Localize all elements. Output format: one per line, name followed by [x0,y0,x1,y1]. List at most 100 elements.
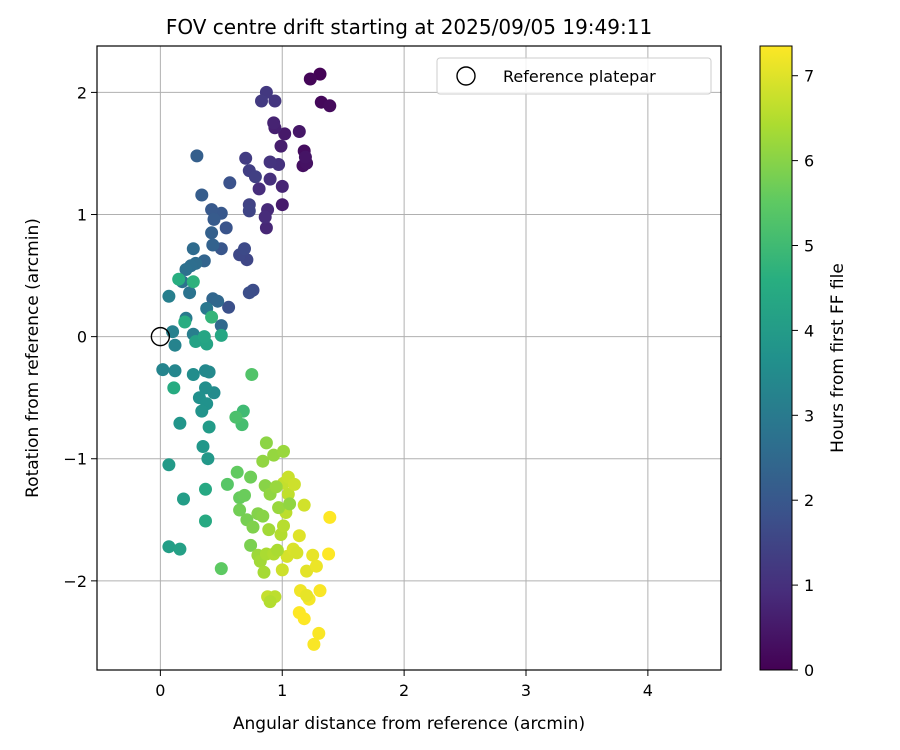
data-point [219,221,233,235]
x-axis-ticks: 0 1 2 3 4 [155,670,653,700]
y-axis-ticks: −2 −1 0 1 2 [63,83,97,591]
data-point [246,520,260,534]
data-point [277,519,290,533]
data-point [269,480,283,494]
data-point [245,368,259,381]
y-tick-label: 0 [77,328,87,347]
data-point [168,338,182,352]
data-point [248,170,262,184]
data-point [267,448,281,462]
data-point [306,548,320,562]
legend-entry-label: Reference platepar [503,67,656,86]
data-point [275,179,289,193]
colorbar-ticks: 0 1 2 3 4 5 6 7 [792,67,814,680]
data-point [268,94,282,108]
x-tick-label: 4 [643,681,653,700]
y-tick-label: −2 [63,572,87,591]
data-point [303,72,317,86]
data-point [162,289,176,303]
data-point [195,188,209,202]
data-point [297,612,311,626]
data-point [244,470,258,484]
data-point [323,510,337,524]
x-tick-label: 1 [277,681,287,700]
grid [97,46,721,670]
data-point [167,381,181,395]
legend-box [436,57,712,95]
data-point [214,562,228,576]
data-point [244,538,258,552]
data-point [300,589,314,602]
data-point [156,363,170,377]
data-point [312,626,326,640]
data-point [186,242,200,256]
data-point [214,328,228,342]
data-point [211,294,225,308]
data-point [257,565,271,579]
y-tick-label: 2 [77,83,87,102]
data-point [162,458,176,472]
data-point [287,477,301,491]
data-point [207,212,221,226]
data-point [259,436,273,450]
y-axis-label: Rotation from reference (arcmin) [23,218,43,498]
data-point [205,310,219,324]
chart-title: FOV centre drift starting at 2025/09/05 … [166,15,652,39]
data-point [263,172,277,186]
data-point [275,198,289,212]
data-point [275,563,289,577]
data-point [186,368,200,381]
legend-open-circle-icon [456,66,476,86]
data-point [186,275,200,289]
data-point [223,176,237,190]
data-points [156,67,337,651]
data-point [277,444,290,458]
y-tick-label: −1 [63,450,87,469]
data-point [168,364,182,378]
data-point [206,238,220,252]
data-point [292,529,306,543]
data-point [195,404,209,418]
data-point [177,492,190,506]
data-point [239,151,253,165]
data-point [263,155,277,169]
data-point [242,286,256,300]
data-point [199,482,212,496]
data-point [281,487,295,501]
data-point [313,67,327,81]
data-point [190,149,204,163]
data-point [297,498,311,512]
data-point [196,440,210,453]
data-point [256,454,270,468]
data-point [272,501,286,515]
data-point [173,416,187,430]
data-point [292,125,306,138]
colorbar-tick-label: 6 [804,152,814,171]
data-point [205,203,219,217]
data-point [229,410,243,424]
data-point [290,546,304,560]
data-point [252,182,266,196]
data-point [259,221,273,235]
data-point [202,420,216,434]
y-tick-label: 1 [77,206,87,225]
data-point [202,365,216,379]
colorbar-gradient [759,45,793,671]
data-point [183,286,197,300]
data-point [230,465,244,479]
colorbar-label: Hours from first FF file [828,263,848,453]
data-point [197,330,211,344]
colorbar-tick-label: 2 [804,491,814,510]
colorbar-tick-label: 3 [804,406,814,425]
data-point [283,497,297,511]
data-point [233,503,247,517]
legend: Reference platepar [436,57,712,95]
colorbar-tick-label: 4 [804,321,814,340]
data-point [199,381,212,395]
data-point [172,272,186,286]
data-point [214,319,228,333]
colorbar-tick-label: 5 [804,237,814,256]
data-point [267,116,281,130]
data-point [298,150,312,164]
